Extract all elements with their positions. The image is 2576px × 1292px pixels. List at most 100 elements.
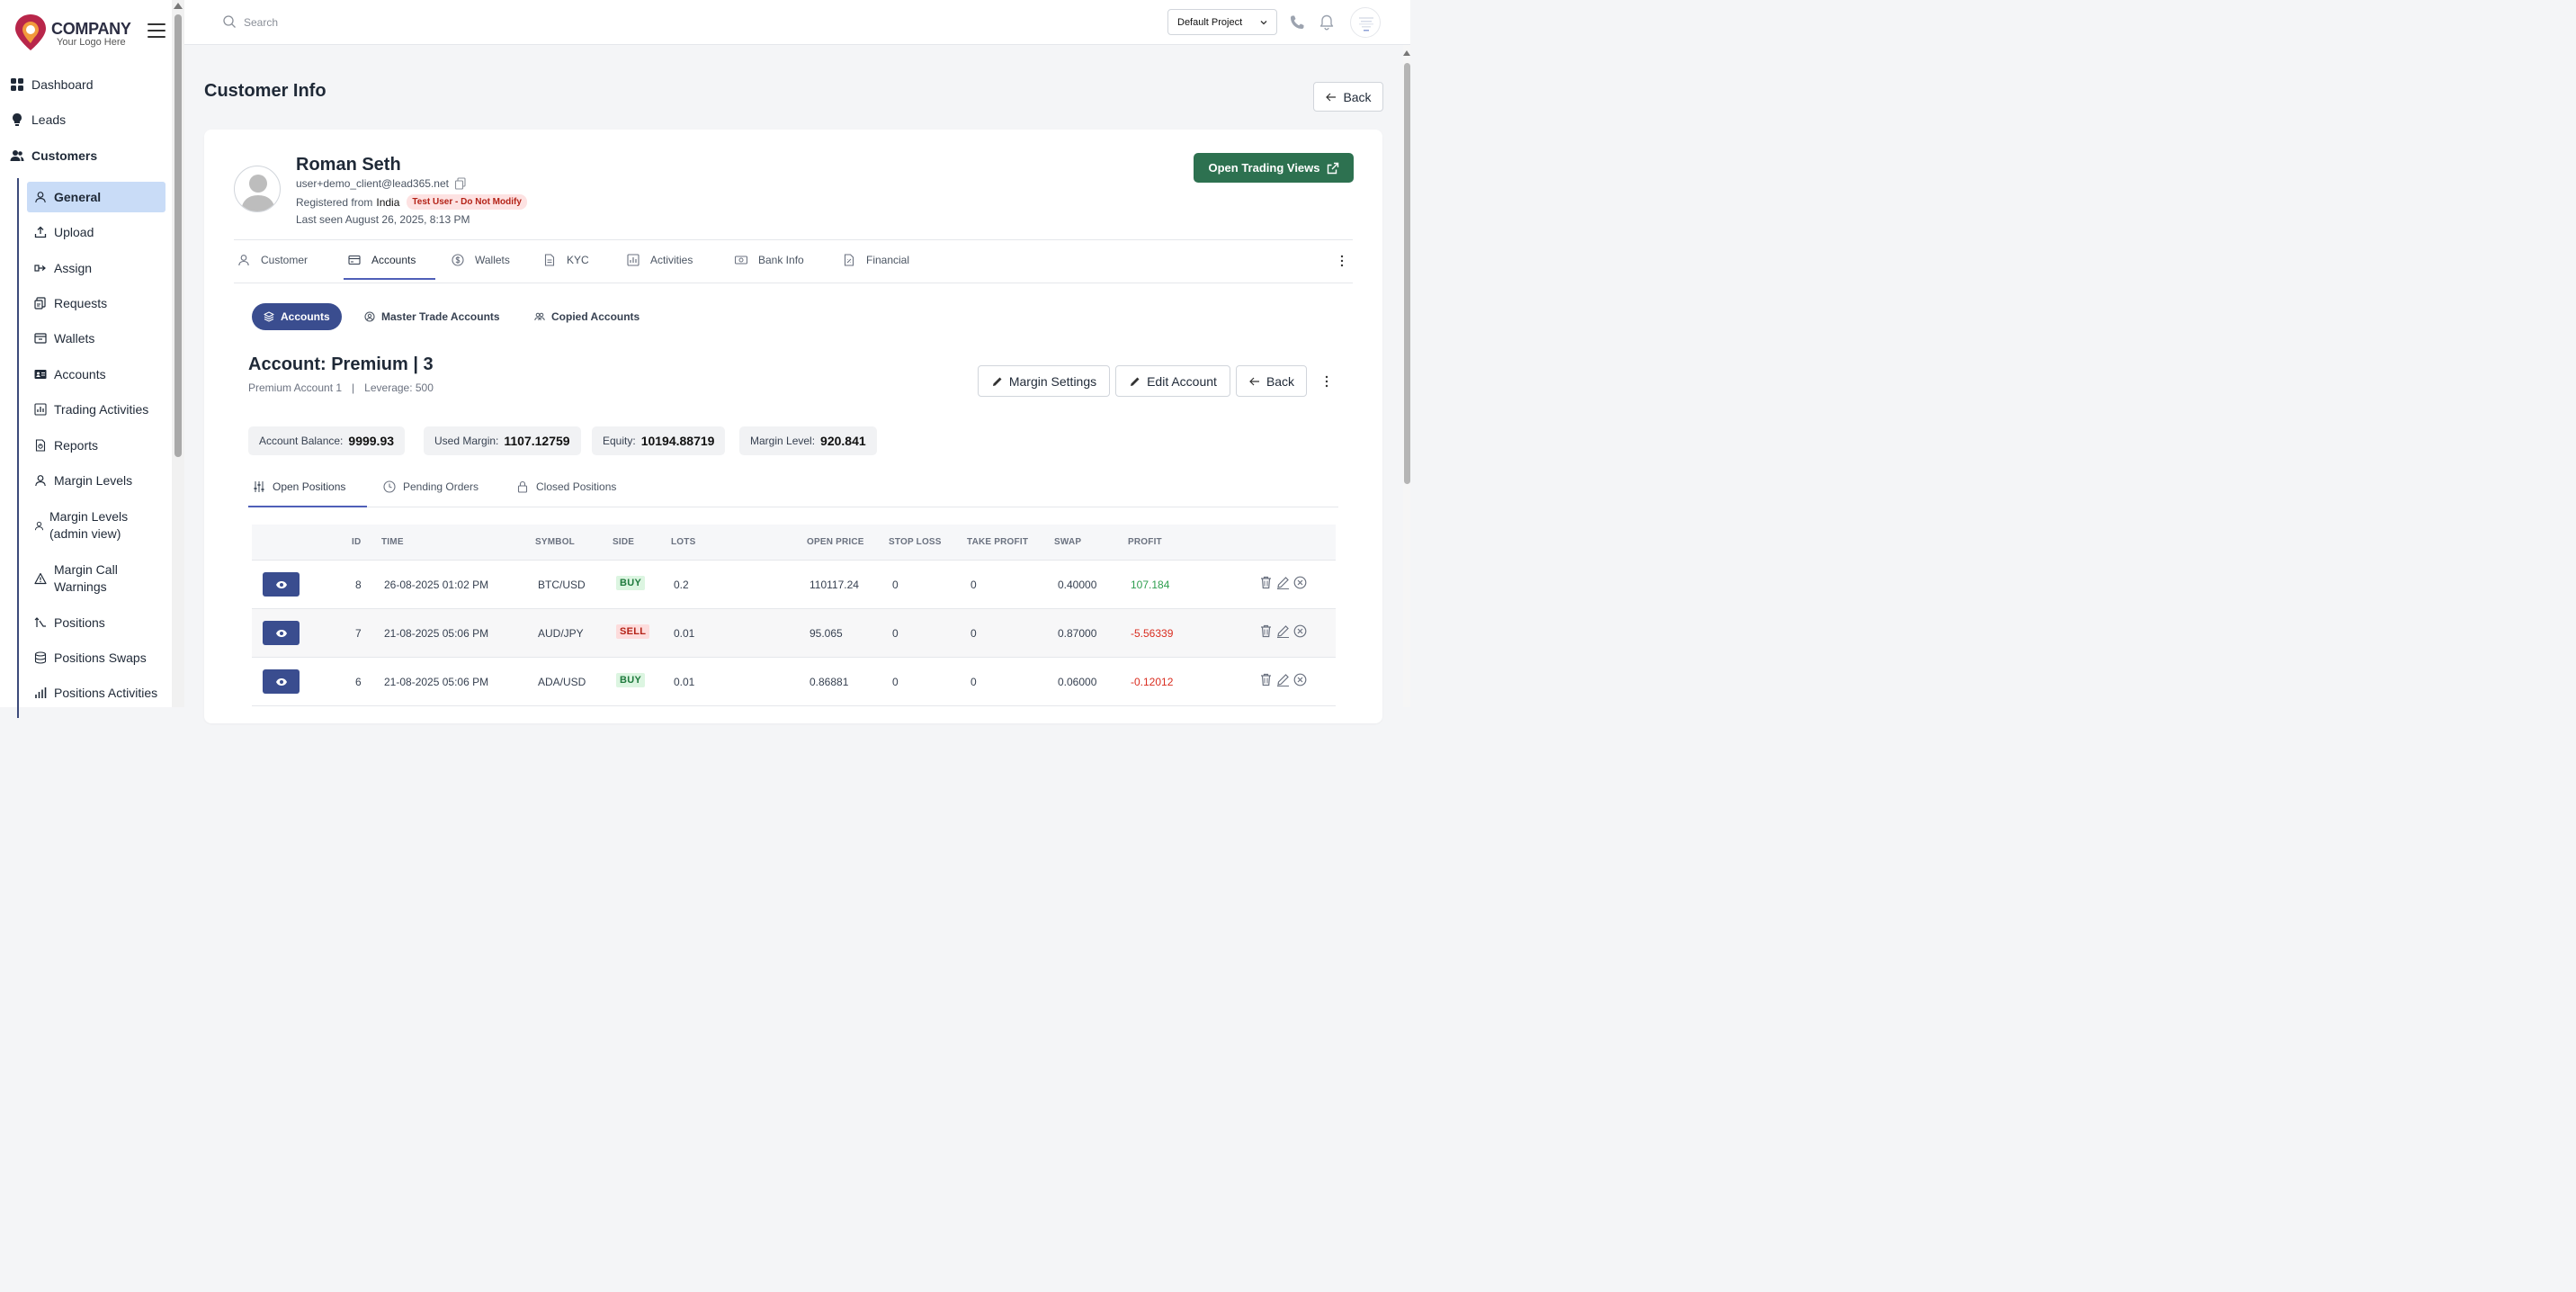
sidebar-item-reports[interactable]: Reports bbox=[27, 430, 165, 461]
edit-icon[interactable] bbox=[1275, 624, 1291, 639]
bell-icon[interactable] bbox=[1318, 13, 1336, 31]
sidebar-item-dashboard[interactable]: Dashboard bbox=[0, 69, 171, 100]
scroll-up-arrow-icon[interactable] bbox=[174, 3, 183, 9]
tab-wallets[interactable]: Wallets bbox=[452, 252, 510, 268]
customer-country: India bbox=[376, 195, 400, 209]
tab-bank-info[interactable]: Bank Info bbox=[735, 252, 804, 268]
dashboard-grid-icon bbox=[11, 78, 23, 91]
account-back-button[interactable]: Back bbox=[1236, 365, 1307, 397]
sidebar-item-requests[interactable]: Requests bbox=[27, 288, 165, 319]
sidebar-item-wallets[interactable]: Wallets bbox=[27, 323, 165, 354]
sidebar-item-margin-levels[interactable]: Margin Levels bbox=[27, 465, 165, 496]
sidebar-item-positions-swaps[interactable]: Positions Swaps bbox=[27, 642, 165, 673]
warning-icon bbox=[34, 572, 47, 585]
financial-doc-icon bbox=[844, 254, 854, 266]
row-actions bbox=[1258, 672, 1308, 687]
sidebar-item-customers[interactable]: Customers bbox=[0, 140, 171, 171]
company-logo[interactable]: COMPANY Your Logo Here bbox=[13, 13, 139, 54]
project-select[interactable]: Default Project bbox=[1167, 9, 1277, 35]
cell-take-profit: 0 bbox=[970, 579, 977, 591]
open-positions-table: ID TIME SYMBOL SIDE LOTS OPEN PRICE STOP… bbox=[252, 525, 1336, 722]
view-position-button[interactable] bbox=[263, 669, 300, 694]
stat-used-margin: Used Margin: 1107.12759 bbox=[424, 426, 581, 455]
company-name: COMPANY bbox=[51, 20, 131, 38]
stat-value: 10194.88719 bbox=[640, 434, 715, 448]
id-card-icon bbox=[34, 370, 47, 379]
sidebar-item-assign[interactable]: Assign bbox=[27, 253, 165, 283]
tab-financial[interactable]: Financial bbox=[843, 252, 909, 268]
open-trading-views-button[interactable]: Open Trading Views bbox=[1194, 153, 1354, 183]
tab-kyc[interactable]: KYC bbox=[543, 252, 589, 268]
pos-tab-label: Closed Positions bbox=[536, 480, 617, 493]
sidebar-item-leads[interactable]: Leads bbox=[0, 104, 171, 135]
copy-icon[interactable] bbox=[454, 177, 467, 190]
assign-icon bbox=[34, 265, 46, 272]
subtab-master-trade-accounts[interactable]: Master Trade Accounts bbox=[353, 303, 512, 330]
close-position-icon[interactable] bbox=[1292, 575, 1308, 590]
edit-account-button[interactable]: Edit Account bbox=[1115, 365, 1230, 397]
customer-last-seen: Last seen August 26, 2025, 8:13 PM bbox=[296, 213, 470, 226]
sidebar-scrollbar-thumb[interactable] bbox=[174, 14, 182, 457]
sidebar-item-accounts[interactable]: Accounts bbox=[27, 359, 165, 390]
margin-settings-button[interactable]: Margin Settings bbox=[978, 365, 1110, 397]
stat-value: 9999.93 bbox=[348, 434, 395, 448]
page-scroll-up-arrow-icon[interactable] bbox=[1403, 50, 1410, 56]
trash-icon[interactable] bbox=[1258, 575, 1274, 590]
open-trading-views-label: Open Trading Views bbox=[1208, 161, 1320, 175]
stat-label: Used Margin: bbox=[434, 435, 499, 447]
close-position-icon[interactable] bbox=[1292, 672, 1308, 687]
sidebar-item-positions[interactable]: Positions bbox=[27, 607, 165, 638]
sidebar-item-margin-levels-admin[interactable]: Margin Levels (admin view) bbox=[27, 506, 165, 545]
arrow-left-icon bbox=[1249, 377, 1259, 385]
tab-accounts[interactable]: Accounts bbox=[348, 252, 416, 268]
page-back-button[interactable]: Back bbox=[1313, 82, 1383, 112]
sidebar-item-general[interactable]: General bbox=[27, 182, 165, 212]
user-avatar[interactable] bbox=[1350, 7, 1381, 38]
logo-pin-icon bbox=[15, 14, 46, 50]
subtab-copied-accounts[interactable]: Copied Accounts bbox=[523, 303, 651, 330]
sidebar-item-label: Margin Call Warnings bbox=[54, 562, 118, 594]
dollar-circle-icon bbox=[452, 254, 464, 266]
search-input[interactable] bbox=[244, 13, 514, 32]
phone-icon[interactable] bbox=[1288, 13, 1306, 31]
close-position-icon[interactable] bbox=[1292, 624, 1308, 639]
user-circle-icon bbox=[364, 311, 375, 322]
user-icon bbox=[238, 255, 249, 266]
column-header-take-profit: TAKE PROFIT bbox=[967, 537, 1029, 547]
tab-closed-positions[interactable]: Closed Positions bbox=[516, 479, 616, 495]
sidebar-item-label: Customers bbox=[31, 148, 98, 163]
view-position-button[interactable] bbox=[263, 621, 300, 645]
sidebar-item-margin-call-warnings[interactable]: Margin Call Warnings bbox=[27, 559, 165, 598]
tab-label: KYC bbox=[567, 254, 589, 266]
project-select-value: Default Project bbox=[1177, 16, 1243, 28]
edit-icon[interactable] bbox=[1275, 672, 1291, 687]
subtab-accounts[interactable]: Accounts bbox=[252, 303, 342, 330]
trash-icon[interactable] bbox=[1258, 672, 1274, 687]
activity-chart-icon bbox=[627, 254, 640, 266]
account-name: Premium Account 1 bbox=[248, 381, 343, 394]
sidebar-item-label: Wallets bbox=[54, 330, 95, 345]
stat-value: 920.841 bbox=[820, 434, 866, 448]
tab-pending-orders[interactable]: Pending Orders bbox=[383, 479, 479, 495]
tabs-more-options-icon[interactable] bbox=[1335, 254, 1349, 268]
column-header-side: SIDE bbox=[613, 537, 635, 547]
cell-id: 8 bbox=[355, 579, 362, 591]
account-more-options-icon[interactable] bbox=[1319, 374, 1334, 389]
trash-icon[interactable] bbox=[1258, 624, 1274, 639]
view-position-button[interactable] bbox=[263, 572, 300, 597]
tab-open-positions[interactable]: Open Positions bbox=[253, 479, 345, 495]
sidebar-item-positions-activities[interactable]: Positions Activities bbox=[27, 677, 165, 708]
page-scrollbar-thumb[interactable] bbox=[1404, 63, 1410, 484]
chevron-down-icon bbox=[1260, 21, 1267, 25]
sidebar-item-upload[interactable]: Upload bbox=[27, 217, 165, 247]
cell-stop-loss: 0 bbox=[892, 676, 899, 688]
hamburger-menu-icon[interactable] bbox=[148, 23, 165, 38]
cell-lots: 0.2 bbox=[674, 579, 689, 591]
sidebar-item-trading-activities[interactable]: Trading Activities bbox=[27, 394, 165, 425]
tab-activities[interactable]: Activities bbox=[627, 252, 693, 268]
edit-icon[interactable] bbox=[1275, 575, 1291, 590]
column-header-lots: LOTS bbox=[671, 537, 696, 547]
tab-customer[interactable]: Customer bbox=[237, 252, 308, 268]
customer-email-row: user+demo_client@lead365.net bbox=[296, 177, 467, 190]
customer-registration: Registered from India Test User - Do Not… bbox=[296, 194, 527, 210]
